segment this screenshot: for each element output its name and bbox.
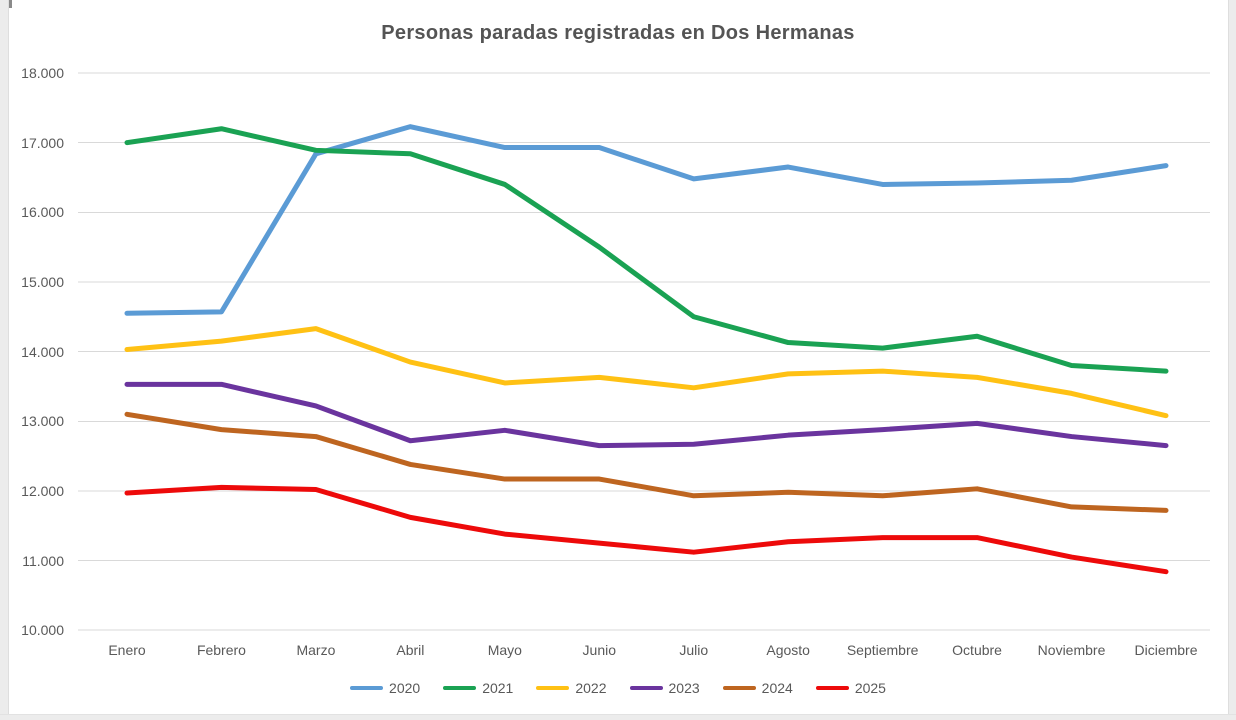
y-axis-label: 18.000 (21, 65, 64, 81)
legend-line-swatch (443, 685, 477, 691)
y-axis-label: 17.000 (21, 134, 64, 151)
legend-line-swatch (722, 685, 756, 691)
y-axis-label: 11.000 (22, 552, 64, 569)
legend-line-swatch (350, 685, 384, 691)
legend-item-2024: 2024 (722, 680, 793, 696)
legend-label: 2020 (389, 680, 421, 696)
x-axis-label: Mayo (487, 642, 522, 658)
x-axis-label: Febrero (196, 642, 246, 658)
legend-line-swatch (629, 685, 663, 691)
x-axis-label: Octubre (952, 642, 1002, 658)
x-axis-label: Noviembre (1037, 642, 1106, 658)
series-line-2021 (124, 126, 1169, 374)
legend-item-2021: 2021 (443, 680, 513, 696)
y-axis-label: 12.000 (21, 482, 64, 499)
y-axis-label: 16.000 (21, 204, 64, 221)
series-line-2025 (124, 484, 1169, 575)
window-edge-left (0, 0, 9, 720)
series-line-2023 (124, 381, 1169, 449)
window-edge-bottom (0, 714, 1236, 720)
x-axis-label: Julio (679, 642, 709, 658)
legend: 2020 2021 2022 2023 2024 2025 (0, 680, 1236, 696)
series-line-2024 (124, 411, 1169, 513)
chart-title: Personas paradas registradas en Dos Herm… (381, 22, 855, 44)
legend-label: 2024 (761, 680, 793, 696)
legend-label: 2022 (575, 680, 607, 696)
legend-label: 2025 (854, 680, 886, 696)
x-axis-label: Enero (108, 642, 146, 658)
legend-label: 2023 (668, 680, 700, 696)
window-corner-mark (9, 0, 12, 8)
y-axis-label: 10.000 (21, 622, 64, 639)
y-axis-label: 15.000 (21, 273, 64, 290)
y-axis-label: 13.000 (21, 413, 64, 430)
window-edge-right (1228, 0, 1236, 720)
series-line-2020 (124, 124, 1169, 316)
x-axis-label: Marzo (296, 642, 336, 658)
legend-item-2020: 2020 (350, 680, 420, 696)
x-axis-label: Agosto (766, 642, 810, 658)
y-axis-label: 14.000 (21, 343, 64, 360)
x-axis-label: Abril (396, 642, 425, 658)
legend-item-2022: 2022 (536, 680, 607, 696)
legend-label: 2021 (482, 680, 514, 696)
x-axis-label: Septiembre (846, 642, 919, 658)
series-line-2022 (124, 326, 1169, 419)
x-axis-label: Junio (582, 642, 616, 658)
x-axis-label: Diciembre (1134, 642, 1198, 658)
legend-line-swatch (536, 685, 570, 691)
legend-item-2023: 2023 (629, 680, 700, 696)
legend-item-2025: 2025 (815, 680, 886, 696)
legend-line-swatch (815, 685, 849, 691)
